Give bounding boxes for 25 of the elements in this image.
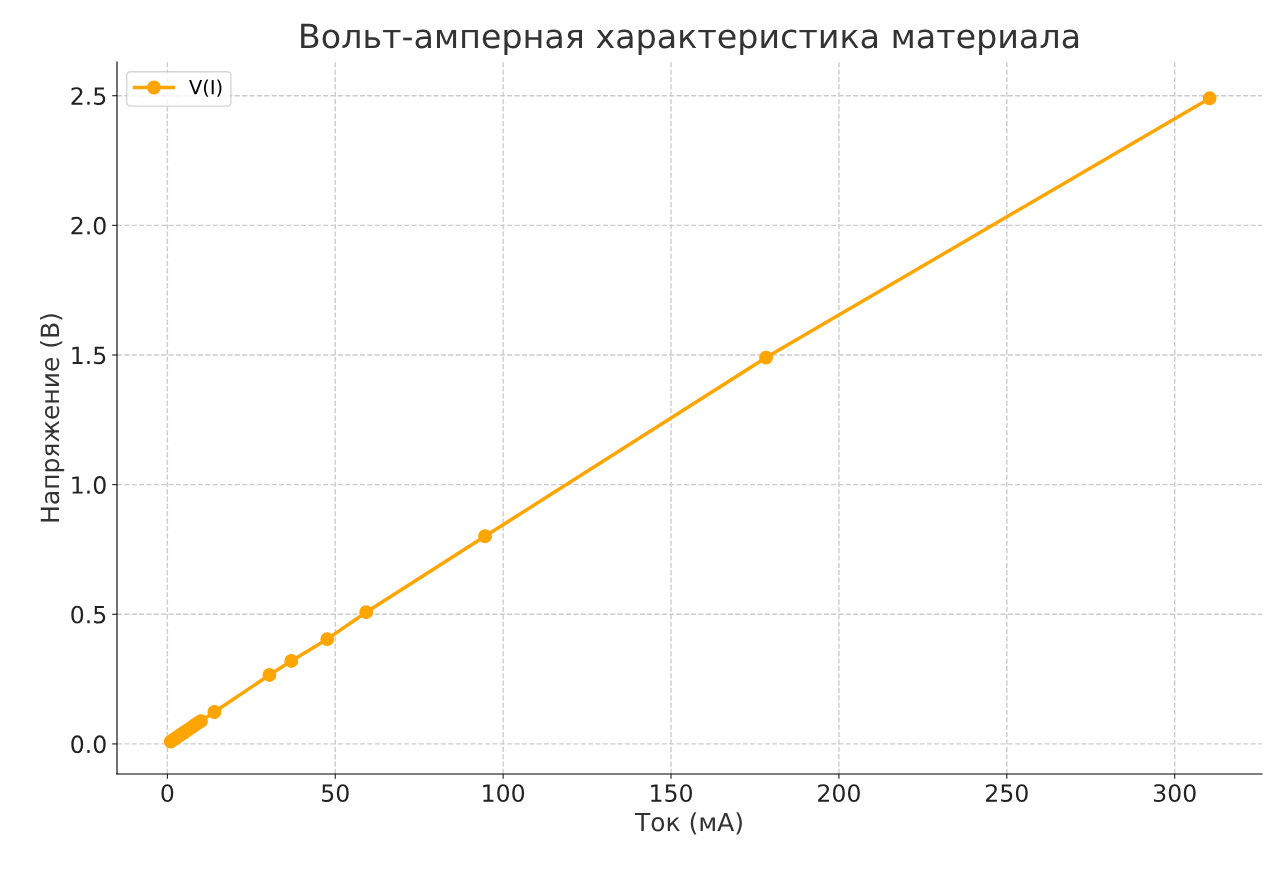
y-axis-title: Напряжение (В) <box>40 314 65 522</box>
x-tick-label: 200 <box>818 784 860 802</box>
point <box>359 605 374 620</box>
point <box>478 529 492 544</box>
y-tick-label: 0.5 <box>71 605 106 624</box>
x-tick-label: 300 <box>1153 784 1196 802</box>
point <box>320 632 335 647</box>
y-tick-label: 2.5 <box>71 87 106 106</box>
y-tick-label: 2.0 <box>71 216 106 235</box>
point <box>207 705 222 719</box>
x-axis-title: Ток (мА) <box>634 812 742 835</box>
chart-title: Вольт-амперная характеристика материала <box>301 23 1079 56</box>
y-tick-label: 1.5 <box>72 346 106 365</box>
x-tick-label: 50 <box>322 784 349 802</box>
point <box>284 654 299 668</box>
x-tick-label: 100 <box>483 784 525 802</box>
x-tick-label: 150 <box>651 784 692 802</box>
x-tick-label: 250 <box>986 784 1028 802</box>
point <box>1202 91 1217 106</box>
point <box>262 668 277 682</box>
y-tick-label: 0.0 <box>71 735 106 754</box>
x-tick-label: 0 <box>161 784 174 802</box>
point <box>759 350 774 365</box>
legend-label: V(I) <box>189 79 222 97</box>
y-tick-label: 1.0 <box>72 476 106 494</box>
